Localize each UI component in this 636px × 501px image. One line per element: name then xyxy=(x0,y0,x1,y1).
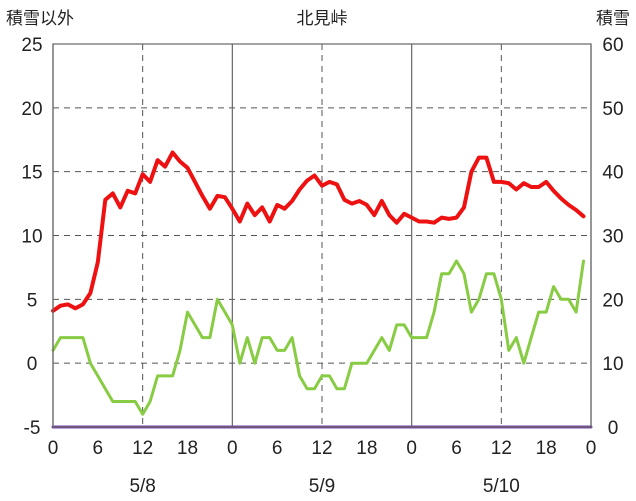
date-label: 5/10 xyxy=(483,476,520,497)
date-label: 5/8 xyxy=(129,476,155,497)
date-labels: 5/8 5/9 5/10 xyxy=(129,476,519,497)
y-right-tick-label: 50 xyxy=(602,99,623,120)
y-left-tick-label: 5 xyxy=(27,290,38,311)
left-axis-title: 積雪以外 xyxy=(6,9,74,29)
chart-title: 北見峠 xyxy=(297,9,348,29)
x-tick-label: 6 xyxy=(451,438,462,459)
x-tick-label: 0 xyxy=(586,438,597,459)
grid xyxy=(52,44,592,427)
x-tick-label: 0 xyxy=(48,438,59,459)
x-tick-label: 18 xyxy=(177,438,198,459)
y-left-tick-label: 20 xyxy=(21,99,42,120)
y-right-tick-label: 40 xyxy=(602,163,623,184)
series-line-1 xyxy=(51,150,586,313)
x-tick-label: 6 xyxy=(272,438,283,459)
y-right-tick-label: 20 xyxy=(602,290,623,311)
x-tick-label: 18 xyxy=(536,438,557,459)
left-axis-ticks: -5 0 5 10 15 20 25 xyxy=(21,35,42,439)
x-tick-label: 12 xyxy=(491,438,512,459)
y-right-tick-label: 30 xyxy=(602,227,623,248)
y-left-tick-label: 25 xyxy=(21,35,42,56)
x-tick-label: 6 xyxy=(93,438,104,459)
y-right-tick-label: 60 xyxy=(602,35,623,56)
x-tick-label: 0 xyxy=(406,438,417,459)
x-tick-label: 0 xyxy=(227,438,238,459)
y-left-tick-label: -5 xyxy=(24,418,41,439)
series-line-2 xyxy=(51,259,585,416)
x-tick-label: 18 xyxy=(356,438,377,459)
y-right-tick-label: 0 xyxy=(608,418,619,439)
date-label: 5/9 xyxy=(309,476,335,497)
plot-frame xyxy=(52,43,592,428)
x-tick-label: 12 xyxy=(132,438,153,459)
right-axis-title: 積雪 xyxy=(596,9,630,29)
y-left-tick-label: 0 xyxy=(27,354,38,375)
y-left-tick-label: 10 xyxy=(21,227,42,248)
x-axis-ticks: 0 6 12 18 0 6 12 18 0 6 12 18 0 xyxy=(48,438,597,459)
y-left-tick-label: 15 xyxy=(21,163,42,184)
y-right-tick-label: 10 xyxy=(602,354,623,375)
x-tick-label: 12 xyxy=(311,438,332,459)
right-axis-ticks: 0 10 20 30 40 50 60 xyxy=(602,35,623,439)
